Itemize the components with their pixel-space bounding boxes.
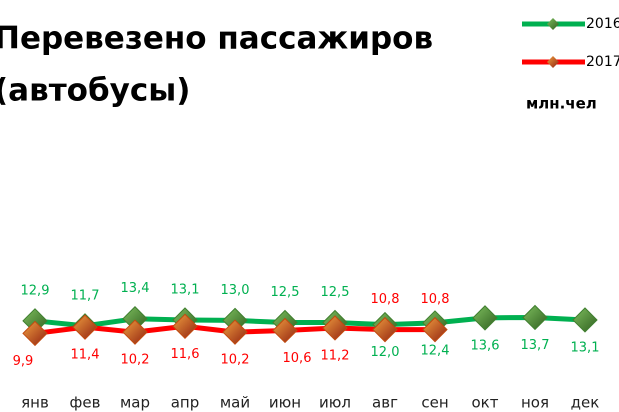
unit-label: млн.чел [526,95,597,113]
data-label: 11,6 [171,347,200,362]
data-label: 13,0 [221,283,250,298]
legend-label: 2017 [586,54,619,70]
x-tick-label: сен [421,394,448,412]
marker [572,307,598,333]
x-tick-label: ноя [521,394,549,412]
data-label: 13,1 [571,340,600,355]
x-tick-label: янв [21,394,49,412]
data-label: 11,2 [321,348,350,363]
data-label: 12,0 [371,345,400,360]
data-label: 13,6 [471,338,500,353]
data-label: 13,1 [171,282,200,297]
marker [72,314,98,340]
marker [372,316,398,343]
data-label: 12,5 [321,285,350,300]
marker [322,315,348,341]
x-tick-label: май [220,394,250,412]
x-tick-label: авг [372,394,398,412]
marker [272,317,298,344]
legend-marker [547,56,559,68]
marker [472,305,498,331]
data-label: 10,8 [421,292,450,307]
chart-subtitle: (автобусы) [0,73,190,109]
marker [172,313,198,339]
x-tick-label: дек [571,394,600,412]
x-tick-label: мар [120,394,150,412]
legend-marker [547,18,559,30]
marker [122,319,148,345]
data-label: 12,9 [21,283,50,298]
x-tick-label: фев [70,394,101,412]
chart-title: Перевезено пассажиров [0,21,433,57]
data-label: 13,7 [521,338,550,353]
marker [422,316,448,343]
series-line [34,314,586,329]
marker [222,319,248,345]
x-tick-label: июн [269,394,301,412]
data-label: 11,7 [71,288,100,303]
data-label: 10,6 [283,351,312,366]
data-label: 12,4 [421,343,450,358]
data-label: 11,4 [71,348,100,363]
data-label: 12,5 [271,285,300,300]
data-label: 10,2 [121,353,150,368]
data-label: 10,8 [371,292,400,307]
marker [22,320,48,347]
data-label: 13,4 [121,281,150,296]
x-tick-label: апр [171,394,200,412]
data-label: 9,9 [13,354,34,369]
marker [522,304,548,331]
x-tick-label: июл [319,394,351,412]
legend-label: 2016 [586,16,619,32]
x-tick-label: окт [472,394,499,412]
data-label: 10,2 [221,353,250,368]
